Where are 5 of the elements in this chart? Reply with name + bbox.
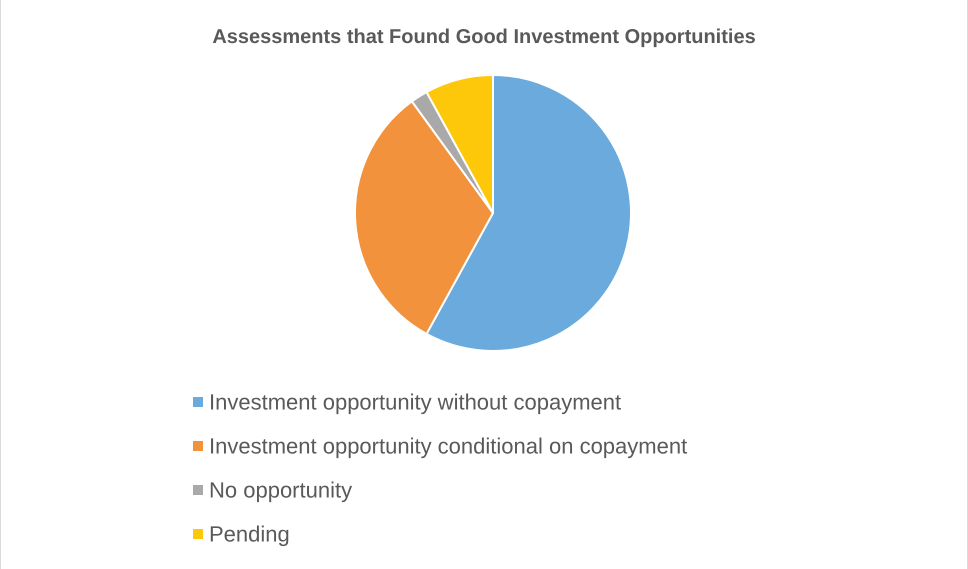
- legend-label: No opportunity: [209, 478, 352, 502]
- chart-title: Assessments that Found Good Investment Opportunities: [212, 26, 756, 48]
- legend-label: Investment opportunity without copayment: [209, 390, 622, 414]
- legend-label: Pending: [209, 522, 290, 546]
- legend-label: Investment opportunity conditional on copayment: [209, 434, 688, 458]
